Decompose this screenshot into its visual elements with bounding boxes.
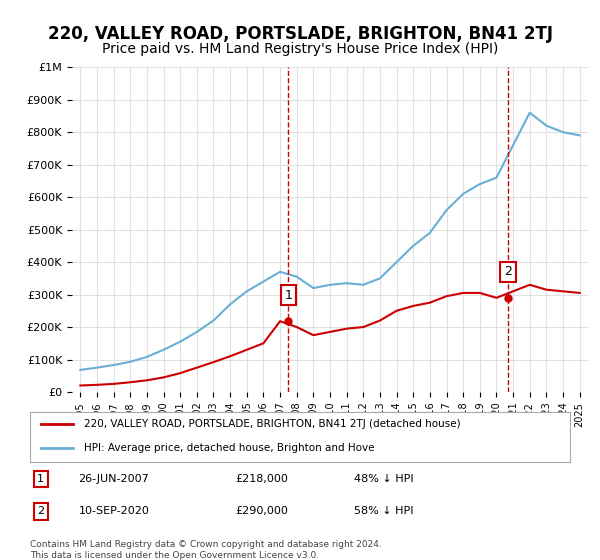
- Text: 2: 2: [504, 265, 512, 278]
- Text: 220, VALLEY ROAD, PORTSLADE, BRIGHTON, BN41 2TJ: 220, VALLEY ROAD, PORTSLADE, BRIGHTON, B…: [47, 25, 553, 43]
- Text: 26-JUN-2007: 26-JUN-2007: [79, 474, 149, 484]
- Text: HPI: Average price, detached house, Brighton and Hove: HPI: Average price, detached house, Brig…: [84, 443, 374, 453]
- Text: Price paid vs. HM Land Registry's House Price Index (HPI): Price paid vs. HM Land Registry's House …: [102, 42, 498, 56]
- Text: £290,000: £290,000: [235, 506, 288, 516]
- Text: Contains HM Land Registry data © Crown copyright and database right 2024.
This d: Contains HM Land Registry data © Crown c…: [30, 540, 382, 560]
- Text: 58% ↓ HPI: 58% ↓ HPI: [354, 506, 413, 516]
- Text: 1: 1: [284, 289, 292, 302]
- Text: 220, VALLEY ROAD, PORTSLADE, BRIGHTON, BN41 2TJ (detached house): 220, VALLEY ROAD, PORTSLADE, BRIGHTON, B…: [84, 419, 461, 429]
- Text: 48% ↓ HPI: 48% ↓ HPI: [354, 474, 413, 484]
- Text: 10-SEP-2020: 10-SEP-2020: [79, 506, 149, 516]
- Text: 2: 2: [37, 506, 44, 516]
- Text: 1: 1: [37, 474, 44, 484]
- Text: £218,000: £218,000: [235, 474, 288, 484]
